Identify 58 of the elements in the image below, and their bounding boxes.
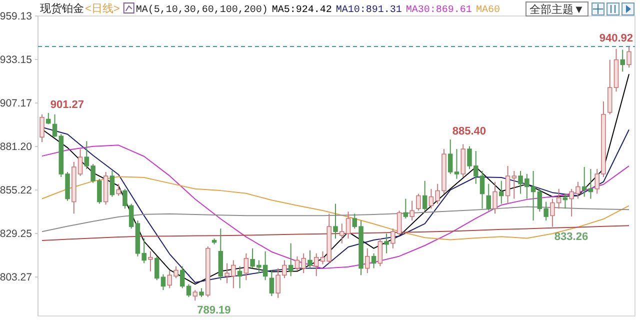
candlestick bbox=[154, 256, 160, 281]
candlestick bbox=[186, 284, 192, 298]
candlestick bbox=[512, 170, 517, 200]
candlestick bbox=[180, 266, 185, 289]
annotation: 940.92 bbox=[599, 32, 633, 44]
candlestick bbox=[454, 148, 460, 180]
text: MA10:891.31 bbox=[336, 5, 402, 16]
y-tick-label: 803.27 bbox=[0, 271, 32, 284]
candlestick bbox=[626, 46, 632, 68]
annotation: 833.26 bbox=[554, 230, 588, 243]
candlestick bbox=[308, 250, 312, 269]
candlestick bbox=[333, 203, 338, 239]
candlestick bbox=[499, 180, 504, 204]
text: MA30:869.61 bbox=[406, 5, 472, 16]
candlestick bbox=[384, 233, 389, 254]
candlestick bbox=[269, 270, 274, 297]
y-tick-label: 933.15 bbox=[0, 54, 32, 66]
chart-title: 现货铂金 bbox=[40, 3, 84, 15]
candlestick bbox=[582, 166, 587, 198]
text: MA5:924.42 bbox=[272, 5, 332, 16]
y-tick-label: 829.25 bbox=[0, 228, 32, 240]
candlestick bbox=[492, 181, 498, 214]
candlestick bbox=[371, 252, 376, 269]
candlestick bbox=[116, 183, 121, 196]
candlestick bbox=[403, 198, 408, 220]
candlestick bbox=[40, 114, 44, 143]
annotation: 全部主题▼ bbox=[530, 3, 584, 16]
candlestick bbox=[588, 168, 594, 200]
y-tick-label: 959.13 bbox=[0, 10, 32, 22]
candlestick bbox=[244, 252, 249, 281]
candlestick bbox=[46, 112, 51, 125]
candlestick bbox=[160, 274, 166, 291]
y-tick-label: 907.17 bbox=[0, 97, 32, 110]
candlestick bbox=[314, 252, 319, 277]
candlestick bbox=[192, 290, 198, 302]
candlestick bbox=[486, 183, 492, 212]
text: MA60 bbox=[476, 5, 500, 16]
annotation: MA(5,10,30,60,100,200) bbox=[136, 4, 268, 16]
candlestick bbox=[416, 193, 421, 212]
candlestick bbox=[378, 238, 383, 267]
candlestick bbox=[52, 114, 58, 138]
candlestick bbox=[148, 250, 153, 272]
candlestick bbox=[480, 170, 485, 210]
annotation: 885.40 bbox=[452, 125, 486, 138]
annotation: 789.19 bbox=[197, 304, 231, 317]
y-tick-label: 855.22 bbox=[0, 184, 32, 196]
annotation: 901.27 bbox=[50, 98, 84, 111]
candlestick bbox=[365, 248, 370, 274]
candlestick bbox=[110, 170, 115, 198]
candlestick bbox=[448, 138, 453, 174]
chart-subtitle: <日线> bbox=[85, 2, 120, 15]
candlestick bbox=[422, 180, 428, 212]
candlestick bbox=[505, 165, 510, 204]
candlestick bbox=[288, 242, 294, 277]
candlestick bbox=[237, 266, 242, 289]
y-tick-label: 881.20 bbox=[0, 140, 32, 153]
candlestick bbox=[620, 49, 625, 72]
candlestick bbox=[410, 200, 414, 222]
